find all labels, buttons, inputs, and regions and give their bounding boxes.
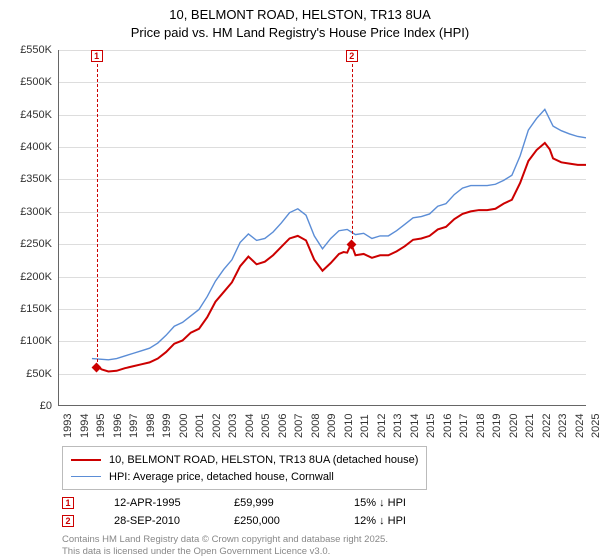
annotation-row: 2 28-SEP-2010 £250,000 12% ↓ HPI: [62, 512, 406, 530]
xtick-label: 2013: [392, 414, 404, 438]
marker-box-2: 2: [346, 50, 358, 62]
plot-area: 12: [58, 50, 586, 406]
xtick-label: 2006: [277, 414, 289, 438]
ytick-label: £350K: [0, 173, 52, 185]
xtick-label: 2024: [574, 414, 586, 438]
series-blue: [92, 109, 586, 359]
xtick-label: 2003: [227, 414, 239, 438]
ytick-label: £500K: [0, 76, 52, 88]
title-line1: 10, BELMONT ROAD, HELSTON, TR13 8UA: [169, 7, 431, 22]
xtick-label: 2012: [376, 414, 388, 438]
annotation-hpi: 12% ↓ HPI: [354, 515, 406, 527]
legend: 10, BELMONT ROAD, HELSTON, TR13 8UA (det…: [62, 446, 427, 490]
ytick-label: £0: [0, 400, 52, 412]
xtick-label: 1997: [128, 414, 140, 438]
xtick-label: 1993: [62, 414, 74, 438]
ytick-label: £100K: [0, 335, 52, 347]
xtick-label: 2023: [557, 414, 569, 438]
xtick-label: 2019: [491, 414, 503, 438]
xtick-label: 2020: [508, 414, 520, 438]
annotation-date: 28-SEP-2010: [114, 515, 234, 527]
ytick-label: £400K: [0, 141, 52, 153]
xtick-label: 2021: [524, 414, 536, 438]
xtick-label: 2004: [244, 414, 256, 438]
annotation-price: £59,999: [234, 497, 354, 509]
xtick-label: 2022: [541, 414, 553, 438]
ytick-label: £300K: [0, 206, 52, 218]
xtick-label: 2001: [194, 414, 206, 438]
xtick-label: 2007: [293, 414, 305, 438]
xtick-label: 2016: [442, 414, 454, 438]
ytick-label: £150K: [0, 303, 52, 315]
footer-line2: This data is licensed under the Open Gov…: [62, 546, 330, 557]
ytick-label: £50K: [0, 368, 52, 380]
ytick-label: £450K: [0, 109, 52, 121]
annotation-marker-2: 2: [62, 515, 74, 527]
xtick-label: 2014: [409, 414, 421, 438]
chart-title: 10, BELMONT ROAD, HELSTON, TR13 8UA Pric…: [0, 0, 600, 41]
ytick-label: £200K: [0, 271, 52, 283]
xtick-label: 2010: [343, 414, 355, 438]
xtick-label: 2018: [475, 414, 487, 438]
ytick-label: £250K: [0, 238, 52, 250]
xtick-label: 2002: [211, 414, 223, 438]
xtick-label: 1998: [145, 414, 157, 438]
series-red: [97, 143, 586, 371]
annotation-table: 1 12-APR-1995 £59,999 15% ↓ HPI 2 28-SEP…: [62, 494, 406, 530]
xtick-label: 1995: [95, 414, 107, 438]
chart-container: 10, BELMONT ROAD, HELSTON, TR13 8UA Pric…: [0, 0, 600, 560]
legend-label-red: 10, BELMONT ROAD, HELSTON, TR13 8UA (det…: [109, 454, 418, 466]
legend-item-red: 10, BELMONT ROAD, HELSTON, TR13 8UA (det…: [71, 451, 418, 468]
xtick-label: 2009: [326, 414, 338, 438]
ytick-label: £550K: [0, 44, 52, 56]
footer: Contains HM Land Registry data © Crown c…: [62, 534, 388, 558]
xtick-label: 2008: [310, 414, 322, 438]
annotation-row: 1 12-APR-1995 £59,999 15% ↓ HPI: [62, 494, 406, 512]
xtick-label: 2025: [590, 414, 600, 438]
xtick-label: 2000: [178, 414, 190, 438]
annotation-date: 12-APR-1995: [114, 497, 234, 509]
xtick-label: 1999: [161, 414, 173, 438]
marker-box-1: 1: [91, 50, 103, 62]
xtick-label: 2015: [425, 414, 437, 438]
annotation-hpi: 15% ↓ HPI: [354, 497, 406, 509]
chart-svg: [59, 50, 586, 405]
legend-item-blue: HPI: Average price, detached house, Corn…: [71, 468, 418, 485]
legend-label-blue: HPI: Average price, detached house, Corn…: [109, 471, 334, 483]
xtick-label: 1994: [79, 414, 91, 438]
xtick-label: 2005: [260, 414, 272, 438]
annotation-marker-1: 1: [62, 497, 74, 509]
legend-swatch-red: [71, 459, 101, 461]
title-line2: Price paid vs. HM Land Registry's House …: [131, 25, 469, 40]
xtick-label: 1996: [112, 414, 124, 438]
annotation-price: £250,000: [234, 515, 354, 527]
footer-line1: Contains HM Land Registry data © Crown c…: [62, 534, 388, 545]
xtick-label: 2017: [458, 414, 470, 438]
xtick-label: 2011: [359, 414, 371, 438]
legend-swatch-blue: [71, 476, 101, 477]
